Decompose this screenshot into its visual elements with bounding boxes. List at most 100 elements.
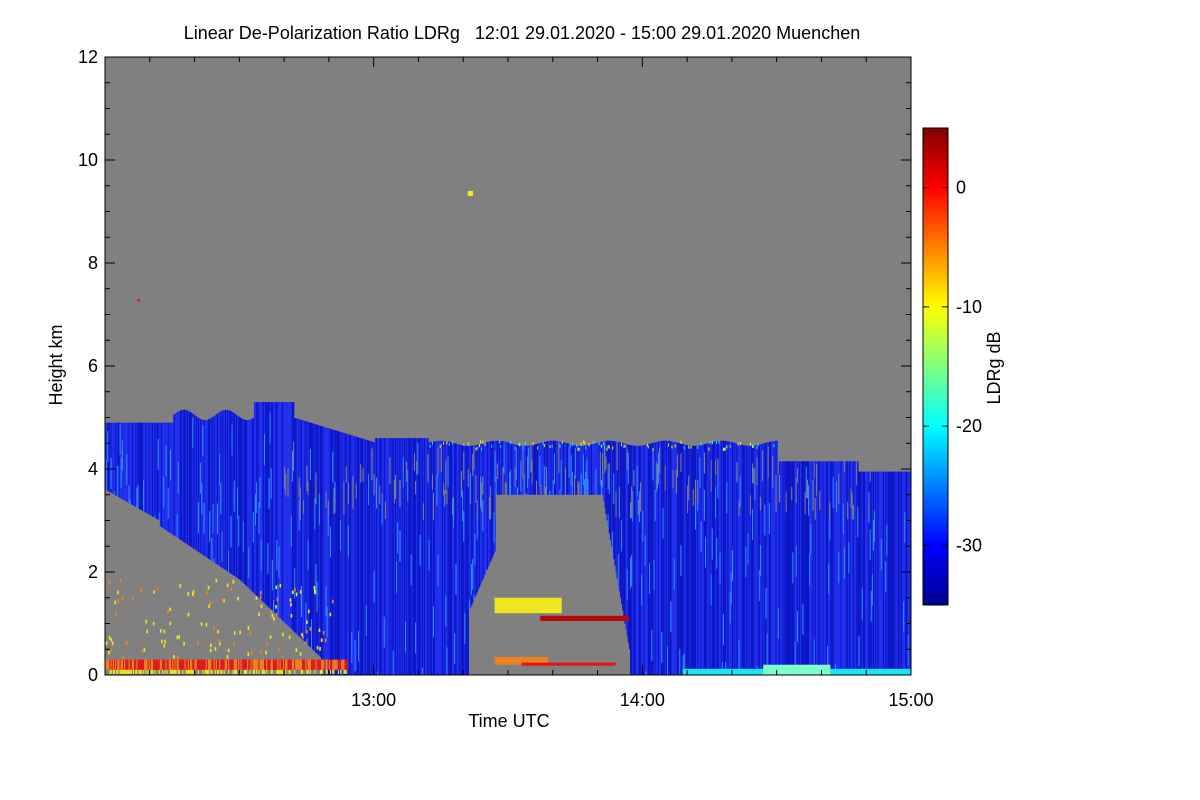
ice-streak <box>482 500 484 532</box>
ice-streak <box>738 640 740 672</box>
cloud-column <box>261 402 263 602</box>
aerosol-speck <box>281 654 284 659</box>
ice-streak <box>455 564 457 595</box>
aerosol-pixel <box>112 659 114 670</box>
cloud-column <box>250 419 252 591</box>
top-speckle <box>671 445 673 449</box>
cloud-column <box>600 441 603 495</box>
cloud-column <box>441 440 444 675</box>
x-tick-label: 15:00 <box>888 690 933 710</box>
cloud-column <box>652 442 654 675</box>
cloud-column <box>640 445 642 675</box>
ice-streak <box>436 474 438 506</box>
cloud-column <box>506 442 509 495</box>
aerosol-pixel <box>152 659 154 670</box>
ice-streak <box>365 605 367 637</box>
aerosol-pixel <box>285 659 287 670</box>
cloud-column <box>617 441 619 585</box>
aerosol-pixel <box>246 669 248 674</box>
aerosol-pixel <box>120 659 122 670</box>
cloud-column <box>342 432 344 675</box>
aerosol-pixel <box>249 669 251 674</box>
cloud-column <box>166 422 168 531</box>
cloud-column <box>157 422 159 520</box>
cloud-column <box>822 461 824 675</box>
signal-gap <box>599 451 601 486</box>
cloud-column <box>900 471 903 675</box>
cloud-column <box>588 444 590 495</box>
signal-gap <box>307 481 309 496</box>
aerosol-speck <box>197 641 200 645</box>
aerosol-pixel <box>281 659 283 670</box>
cloud-column <box>446 441 448 675</box>
cloud-column <box>598 442 600 495</box>
cloud-column <box>832 461 834 675</box>
aerosol-speck <box>313 589 316 594</box>
cloud-column <box>697 445 699 675</box>
ice-streak <box>326 606 328 638</box>
ice-streak <box>480 476 482 508</box>
cloud-column <box>418 438 420 675</box>
cloud-column <box>753 445 755 675</box>
cloud-column <box>715 441 717 675</box>
aerosol-pixel <box>343 659 345 670</box>
aerosol-pixel <box>263 659 266 670</box>
cloud-column <box>416 438 418 675</box>
ice-streak <box>143 479 145 511</box>
aerosol-pixel <box>122 659 125 670</box>
ice-streak <box>907 634 909 666</box>
aerosol-pixel <box>326 659 328 670</box>
top-speckle <box>722 447 725 451</box>
cloud-column <box>626 444 628 637</box>
aerosol-pixel <box>268 659 270 670</box>
signal-gap <box>362 468 364 482</box>
cloud-column <box>483 442 485 578</box>
cloud-column <box>266 402 268 606</box>
aerosol-speck <box>218 638 221 643</box>
cloud-column <box>155 422 157 519</box>
cloud-column <box>794 461 796 675</box>
cloud-column <box>365 439 368 675</box>
top-speckle <box>624 444 626 448</box>
top-speckle <box>448 442 450 446</box>
aerosol-pixel <box>187 659 189 670</box>
aerosol-pixel <box>297 659 299 670</box>
cloud-column <box>137 422 139 509</box>
cloud-column <box>366 440 369 675</box>
signal-gap <box>415 481 417 495</box>
ice-streak <box>158 512 160 521</box>
signal-gap <box>399 480 401 508</box>
aerosol-pixel <box>327 659 329 670</box>
cloud-column <box>321 426 323 675</box>
signal-gap <box>467 468 469 488</box>
cloud-column <box>196 417 199 552</box>
cloud-column <box>743 445 745 675</box>
aerosol-pixel <box>150 659 153 670</box>
aerosol-speck <box>259 590 262 595</box>
aerosol-pixel <box>128 659 130 670</box>
ice-streak <box>645 671 647 675</box>
cloud-column <box>164 422 166 530</box>
ice-streak <box>729 592 731 624</box>
aerosol-pixel <box>137 659 139 670</box>
aerosol-pixel <box>169 669 172 674</box>
cloud-column <box>567 443 569 495</box>
cloud-column <box>431 441 434 675</box>
aerosol-pixel <box>159 659 161 670</box>
ice-streak <box>267 543 269 575</box>
cloud-column <box>317 425 319 655</box>
aerosol-pixel <box>129 659 131 670</box>
aerosol-speck <box>169 621 172 626</box>
cloud-column <box>521 445 523 495</box>
signal-gap <box>452 498 454 515</box>
cloud-column <box>478 444 481 588</box>
ice-streak <box>827 645 829 675</box>
cloud-column <box>758 444 761 675</box>
signal-gap <box>814 497 816 520</box>
aerosol-pixel <box>229 659 231 670</box>
ice-streak <box>176 514 178 538</box>
cloud-column <box>870 471 872 675</box>
aerosol-speck <box>279 583 282 588</box>
aerosol-pixel <box>214 659 216 670</box>
cloud-column <box>786 461 788 675</box>
